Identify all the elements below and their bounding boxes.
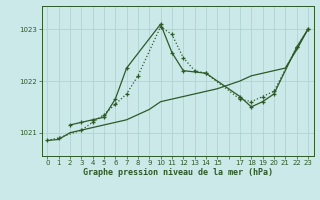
X-axis label: Graphe pression niveau de la mer (hPa): Graphe pression niveau de la mer (hPa) — [83, 168, 273, 177]
